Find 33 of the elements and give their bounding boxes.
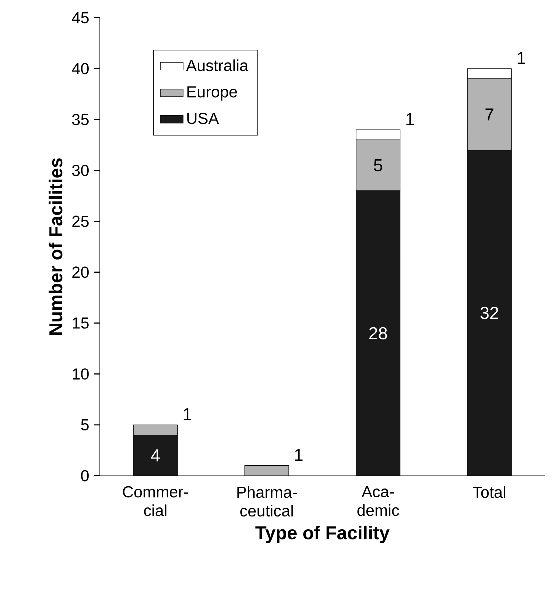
data-label: 1 bbox=[406, 113, 414, 126]
y-tick-label: 30 bbox=[72, 165, 89, 176]
bar bbox=[133, 424, 178, 436]
y-tick-label: 20 bbox=[72, 266, 89, 278]
bar bbox=[356, 140, 401, 192]
y-tick-label: 25 bbox=[72, 216, 89, 228]
y-tick-label: 10 bbox=[73, 368, 89, 380]
x-tick-label: Commer-cial bbox=[123, 486, 188, 516]
bar bbox=[244, 466, 289, 476]
data-label: 5 bbox=[374, 160, 382, 172]
data-label: 32 bbox=[480, 307, 498, 320]
legend-label: USA bbox=[188, 112, 220, 124]
x-tick-label: Total bbox=[473, 486, 506, 498]
y-tick-label: 45 bbox=[72, 12, 89, 24]
data-label: 1 bbox=[184, 408, 192, 420]
bar bbox=[356, 130, 401, 140]
data-label: 1 bbox=[518, 52, 526, 64]
x-tick-label: Aca-demic bbox=[358, 486, 400, 516]
y-tick-label: 35 bbox=[72, 114, 89, 126]
y-tick-label: 0 bbox=[81, 470, 89, 482]
y-axis-title: Number of Facilities bbox=[48, 158, 63, 335]
y-tick-label: 15 bbox=[73, 318, 89, 329]
data-label: 1 bbox=[295, 449, 303, 462]
data-label: 28 bbox=[370, 327, 388, 340]
legend-label: Europe bbox=[188, 86, 238, 101]
legend-label: Australia bbox=[186, 60, 249, 72]
data-label: 4 bbox=[151, 450, 160, 462]
bar bbox=[467, 78, 512, 151]
y-tick-label: 5 bbox=[81, 420, 89, 431]
y-tick-label: 40 bbox=[72, 63, 89, 75]
x-tick-label: Pharma-ceutical bbox=[238, 486, 297, 517]
x-axis-title: Type of Facility bbox=[256, 526, 390, 544]
data-label: 7 bbox=[486, 108, 494, 121]
